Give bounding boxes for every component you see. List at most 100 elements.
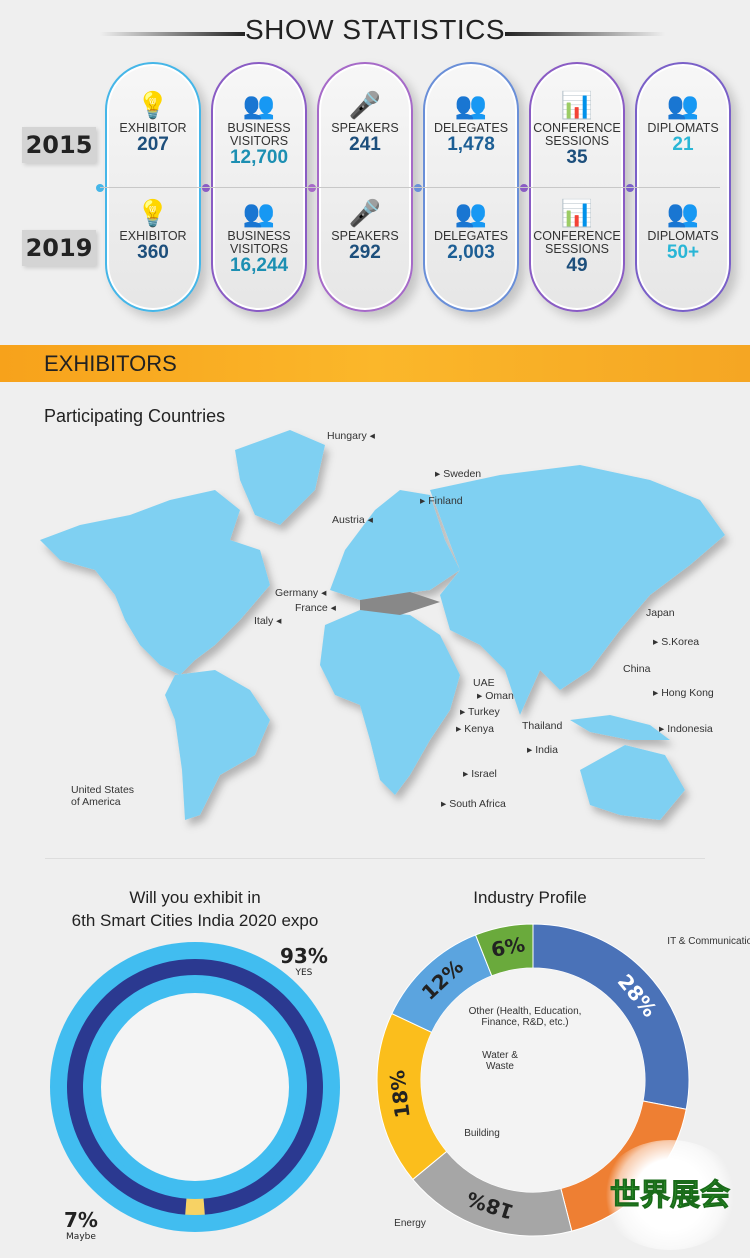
country-name: Italy: [254, 615, 274, 627]
africa: [320, 610, 460, 795]
country-name: Oman: [485, 690, 514, 702]
country-name: UAE: [473, 677, 495, 689]
yes-text: YES: [295, 968, 313, 978]
country-label: ▸ S.Korea: [653, 636, 700, 648]
stat-label: BUSINESS: [227, 229, 291, 243]
greenland: [235, 430, 325, 525]
stat-label-2: VISITORS: [229, 242, 289, 256]
page-title: SHOW STATISTICS: [244, 14, 506, 45]
country-name: Hungary: [327, 430, 367, 442]
country-label: China: [623, 663, 650, 675]
segment-name: Water & Waste: [482, 1050, 518, 1072]
stat-label: CONFERENCE: [533, 229, 621, 243]
segment-name: Other (Health, Education, Finance, R&D, …: [468, 1006, 582, 1028]
watermark-text: 世界展会: [610, 1178, 731, 1214]
survey-title-line2: 6th Smart Cities India 2020 expo: [71, 911, 319, 930]
exhibitors-banner: EXHIBITORS: [0, 345, 750, 382]
stat-label: EXHIBITOR: [119, 229, 187, 243]
year-2015-label: 2015: [22, 127, 96, 163]
timeline-dot: [626, 184, 634, 192]
title-rule-left: [100, 32, 245, 36]
country-label: ▸ Finland: [420, 495, 463, 507]
delegates-icon: 👥: [454, 90, 488, 120]
stat-value: 360: [137, 242, 169, 263]
section-divider: [45, 858, 705, 859]
country-name: Israel: [471, 768, 497, 780]
country-label: United States of America: [71, 784, 134, 808]
stat-label: CONFERENCE: [533, 121, 621, 135]
country-label: Italy ◂: [254, 615, 282, 627]
donut-hole: [421, 968, 645, 1192]
stat-label-2: SESSIONS: [545, 242, 609, 256]
country-label: Japan: [646, 607, 675, 619]
stat-cell: 📊 CONFERENCE SESSIONS 49: [524, 196, 630, 276]
country-name: Austria: [332, 514, 365, 526]
industry-title: Industry Profile: [473, 888, 587, 907]
stat-cell: 👥 DELEGATES 2,003: [418, 196, 524, 263]
yes-pct: 93%: [280, 944, 328, 968]
country-label: ▸ Israel: [463, 768, 497, 780]
country-label: ▸ Indonesia: [659, 723, 713, 735]
country-name: United States of America: [71, 784, 135, 808]
stat-value: 16,244: [229, 255, 289, 276]
segment-name: Building: [464, 1128, 500, 1139]
stat-value: 241: [349, 134, 381, 155]
stat-label-2: SESSIONS: [545, 134, 609, 148]
diplomats-icon: 👥: [666, 90, 700, 120]
stat-value: 35: [566, 147, 588, 168]
timeline-dot: [520, 184, 528, 192]
stat-label: BUSINESS: [227, 121, 291, 135]
stat-cell: 🎤 SPEAKERS 241: [312, 88, 418, 155]
stat-value: 50+: [666, 242, 700, 263]
country-label: ▸ Sweden: [435, 468, 482, 480]
country-label: ▸ South Africa: [441, 798, 506, 810]
north-america: [40, 490, 270, 675]
survey-title-line1: Will you exhibit in: [129, 888, 261, 907]
stat-label: EXHIBITOR: [119, 121, 187, 135]
stat-cell: 👥 BUSINESS VISITORS 16,244: [206, 196, 312, 276]
country-name: Hong Kong: [661, 687, 714, 699]
country-name: India: [535, 744, 558, 756]
stat-cell: 👥 DIPLOMATS 50+: [630, 196, 736, 263]
maybe-pct: 7%: [64, 1208, 98, 1232]
maybe-segment: [185, 1198, 205, 1215]
country-label: Austria ◂: [332, 514, 373, 526]
stat-label: DIPLOMATS: [647, 229, 719, 243]
stat-value: 49: [566, 255, 588, 276]
stat-label-2: VISITORS: [229, 134, 289, 148]
country-name: France: [295, 602, 328, 614]
country-label: France ◂: [295, 602, 336, 614]
south-america: [165, 670, 270, 820]
country-label: Hungary ◂: [327, 430, 375, 442]
survey-title: Will you exhibit in 6th Smart Cities Ind…: [20, 886, 370, 932]
europe: [330, 490, 460, 600]
country-name: Japan: [646, 607, 675, 619]
country-name: Sweden: [443, 468, 482, 480]
country-name: Indonesia: [667, 723, 713, 735]
exhibitor-icon: 💡: [136, 198, 170, 228]
country-name: Germany: [275, 587, 319, 599]
country-name: China: [623, 663, 651, 675]
stat-cell: 📊 CONFERENCE SESSIONS 35: [524, 88, 630, 168]
timeline-dot: [308, 184, 316, 192]
maybe-label: 7% Maybe: [64, 1208, 98, 1242]
survey-donut: [50, 942, 340, 1232]
maybe-text: Maybe: [66, 1232, 96, 1242]
country-name: Turkey: [468, 706, 500, 718]
country-label: ▸ India: [527, 744, 558, 756]
stat-label: SPEAKERS: [331, 229, 399, 243]
country-name: Finland: [428, 495, 463, 507]
stat-label: DELEGATES: [433, 229, 509, 243]
banner-title: EXHIBITORS: [44, 351, 177, 376]
stat-value: 2,003: [447, 242, 495, 263]
indonesia: [570, 715, 670, 740]
stat-cell: 👥 DELEGATES 1,478: [418, 88, 524, 155]
stats-divider: [100, 187, 720, 188]
exhibitor-icon: 💡: [136, 90, 170, 120]
country-name: S.Korea: [661, 636, 700, 648]
stat-value: 1,478: [447, 134, 495, 155]
stat-value: 12,700: [229, 147, 289, 168]
year-2019-label: 2019: [22, 230, 96, 266]
delegates-icon: 👥: [454, 198, 488, 228]
asia: [430, 465, 725, 715]
